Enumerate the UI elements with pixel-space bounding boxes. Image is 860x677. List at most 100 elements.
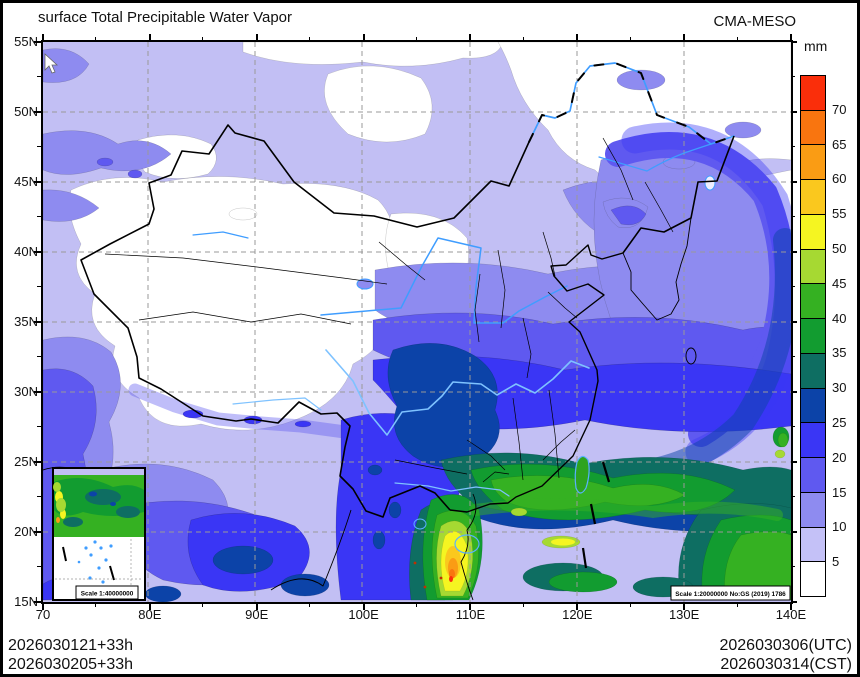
axis-tick <box>362 34 365 41</box>
lon-tick-label: 100E <box>348 607 379 622</box>
lon-tick-label: 80E <box>138 607 162 622</box>
valid-time-cst: 2026030314(CST) <box>720 656 852 673</box>
axis-tick <box>469 34 472 41</box>
axis-tick <box>791 76 795 77</box>
map-canvas: Scale 1:40000000 Scale 1:20000000 No:GS … <box>43 42 791 602</box>
colorbar-cell <box>800 352 826 389</box>
colorbar-tick-label: 55 <box>832 206 847 222</box>
valid-time-utc: 2026030306(UTC) <box>719 637 852 654</box>
axis-tick <box>95 37 97 41</box>
lat-tick-label: 35N <box>14 314 38 329</box>
axis-tick <box>34 321 42 323</box>
boundaries <box>43 124 735 601</box>
colorbar-cell <box>800 109 826 146</box>
axis-tick <box>791 426 795 427</box>
lat-tick-label: 40N <box>14 244 38 259</box>
axis-tick <box>791 496 795 497</box>
axis-tick <box>791 461 797 463</box>
islands <box>413 455 590 554</box>
axis-tick <box>362 602 365 610</box>
axis-tick <box>37 216 42 217</box>
colorbar-tick-label: 65 <box>832 136 847 152</box>
axis-tick <box>791 356 795 357</box>
yangtze-river <box>325 349 590 436</box>
axis-tick <box>629 37 631 41</box>
axis-tick <box>683 602 686 610</box>
axis-tick <box>34 531 42 533</box>
lat-tick-label: 25N <box>14 454 38 469</box>
axis-tick <box>791 566 795 567</box>
lon-tick-label: 120E <box>562 607 593 622</box>
lon-tick-label: 90E <box>245 607 269 622</box>
colorbar-tick-label: 70 <box>832 101 847 117</box>
axis-tick <box>37 356 42 357</box>
yellow-river <box>320 237 568 324</box>
axis-tick <box>42 34 44 41</box>
kyushu-island <box>685 347 697 365</box>
axis-tick <box>791 111 797 113</box>
axis-tick <box>791 251 797 253</box>
colorbar-cell <box>800 75 826 111</box>
axis-tick <box>576 602 579 610</box>
axis-tick <box>37 286 42 287</box>
songhua-river <box>598 143 712 172</box>
axis-tick <box>789 602 792 610</box>
axis-tick <box>309 602 311 607</box>
axis-tick <box>37 76 42 77</box>
axis-tick <box>42 602 44 610</box>
colorbar-tick-label: 45 <box>832 275 847 291</box>
axis-tick <box>37 566 42 567</box>
colorbar-cell <box>800 144 826 181</box>
pearl-river <box>394 482 510 497</box>
axis-tick <box>791 41 797 43</box>
tarim-river <box>192 231 249 239</box>
axis-tick <box>255 602 258 610</box>
colorbar-tick-label: 60 <box>832 171 847 187</box>
main-scale-label: Scale 1:20000000 No:GS (2019) 1786 <box>675 591 786 598</box>
axis-tick <box>34 251 42 253</box>
axis-tick <box>37 146 42 147</box>
axis-tick <box>255 34 258 41</box>
colorbar-cell <box>800 283 826 320</box>
axis-tick <box>34 41 42 43</box>
colorbar-cell <box>800 491 826 528</box>
axis-tick <box>736 602 738 607</box>
axis-tick <box>683 34 686 41</box>
myanmar-coastline <box>270 509 352 591</box>
lake-khanka <box>704 175 716 191</box>
colorbar-tick-label: 10 <box>832 519 847 535</box>
hainan-island <box>454 534 480 554</box>
graticule-grid <box>43 42 791 602</box>
axis-tick <box>736 37 738 41</box>
colorbar-tick-label: 40 <box>832 310 847 326</box>
axis-tick <box>791 321 797 323</box>
field-hotspots <box>413 531 575 592</box>
amur-border-dashes <box>528 62 735 145</box>
axis-tick <box>37 426 42 427</box>
axis-tick <box>202 37 204 41</box>
axis-tick <box>37 496 42 497</box>
axis-tick <box>34 391 42 393</box>
inset-scale-label: Scale 1:40000000 <box>81 591 134 598</box>
inset-map: Scale 1:40000000 <box>52 467 146 601</box>
lon-tick-label: 70 <box>35 607 51 622</box>
korea-coastline <box>622 217 692 321</box>
axis-tick <box>791 601 797 603</box>
axis-tick <box>791 216 795 217</box>
axis-tick <box>415 602 417 607</box>
mouse-cursor[interactable] <box>44 53 59 74</box>
lat-tick-label: 20N <box>14 524 38 539</box>
init-time-line2: 2026030205+33h <box>8 656 134 673</box>
axis-tick <box>522 37 524 41</box>
axis-tick <box>791 531 797 533</box>
lat-tick-label: 45N <box>14 174 38 189</box>
axis-tick <box>469 602 472 610</box>
lat-tick-label: 30N <box>14 384 38 399</box>
tsangpo-river <box>232 397 322 411</box>
lat-tick-label: 55N <box>14 34 38 49</box>
axis-tick <box>522 602 524 607</box>
colorbar-cell <box>800 526 826 563</box>
lon-tick-label: 110E <box>455 607 486 622</box>
lat-tick-label: 50N <box>14 104 38 119</box>
axis-tick <box>34 111 42 113</box>
